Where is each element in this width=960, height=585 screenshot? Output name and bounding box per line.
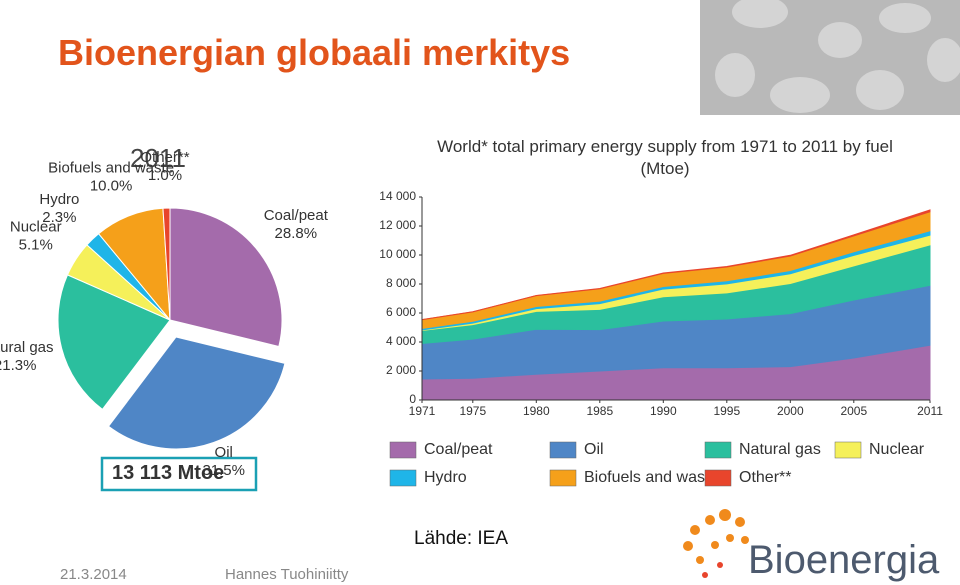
pie-value-label: 28.8% (275, 225, 318, 242)
pie-label: Coal/peat (264, 207, 329, 224)
pie-slice (107, 336, 286, 450)
y-tick-label: 12 000 (379, 218, 416, 232)
legend-label: Oil (584, 441, 604, 458)
y-tick-label: 0 (409, 392, 416, 406)
y-tick-label: 10 000 (379, 247, 416, 261)
pie-total: 13 113 Mtoe (112, 462, 225, 484)
pie-label: Oil (215, 444, 233, 461)
legend-label: Coal/peat (424, 441, 493, 458)
logo-text: Bioenergia (748, 538, 940, 582)
legend-swatch (389, 441, 417, 459)
y-tick-label: 6 000 (386, 305, 416, 319)
legend-label: Other** (739, 469, 791, 486)
y-tick-label: 8 000 (386, 276, 416, 290)
legend-label: Hydro (424, 469, 467, 486)
legend-label: Natural gas (739, 441, 821, 458)
pie-value-label: 2.3% (42, 209, 76, 226)
pie-title: 2011 (130, 143, 186, 173)
x-tick-label: 1975 (459, 404, 486, 418)
x-tick-label: 1985 (586, 404, 613, 418)
header-dots (715, 0, 960, 113)
x-tick-label: 2005 (840, 404, 867, 418)
legend-label: Biofuels and waste (584, 469, 718, 486)
legend-label: Nuclear (869, 441, 925, 458)
pie-value-label: 31.5% (202, 462, 245, 479)
x-tick-label: 1995 (713, 404, 740, 418)
y-tick-label: 14 000 (379, 189, 416, 203)
legend-swatch (704, 441, 732, 459)
logo-mark (683, 509, 749, 578)
area-chart-title: World* total primary energy supply from … (437, 137, 893, 178)
pie-label: Biofuels and waste (48, 160, 174, 177)
x-tick-label: 1990 (650, 404, 677, 418)
source: Lähde: IEA (414, 528, 509, 549)
y-tick-label: 4 000 (386, 334, 416, 348)
legend-swatch (549, 469, 577, 487)
author: Hannes Tuohiniitty (225, 566, 349, 583)
x-tick-label: 1980 (523, 404, 550, 418)
pie-value-label: 21.3% (0, 357, 36, 374)
x-tick-label: 2011 (917, 404, 943, 418)
pie-slice (57, 274, 171, 411)
pie-slice (169, 207, 283, 348)
date: 21.3.2014 (60, 566, 127, 583)
pie-slice (162, 207, 171, 321)
total-box (100, 456, 258, 492)
area (421, 209, 931, 321)
legend-swatch (549, 441, 577, 459)
pie-label: Hydro (39, 191, 79, 208)
pie-label: Other** (140, 149, 189, 166)
legend-swatch (704, 469, 732, 487)
x-tick-label: 1971 (409, 404, 436, 418)
pie-value-label: 10.0% (90, 178, 133, 195)
pie-label: Natural gas (0, 339, 54, 356)
pie-value-label: 5.1% (19, 236, 53, 253)
slide-title: Bioenergian globaali merkitys (58, 32, 571, 73)
pie-value-label: 1.0% (148, 167, 182, 184)
legend-swatch (389, 469, 417, 487)
x-tick-label: 2000 (777, 404, 804, 418)
pie-label: Nuclear (10, 218, 62, 235)
y-tick-label: 2 000 (386, 363, 416, 377)
legend-swatch (834, 441, 862, 459)
